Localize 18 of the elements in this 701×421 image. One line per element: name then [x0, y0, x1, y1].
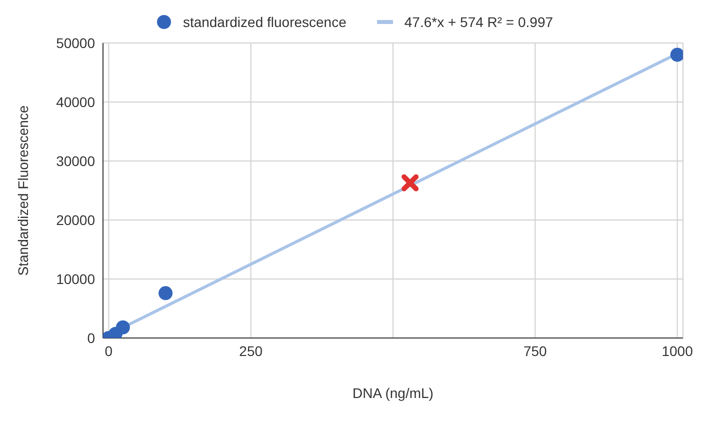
y-tick-label: 30000 — [56, 152, 96, 169]
x-axis-title: DNA (ng/mL) — [352, 385, 434, 401]
y-tick-label: 0 — [87, 330, 96, 346]
x-tick-label: 250 — [239, 342, 263, 359]
y-tick-label: 20000 — [56, 212, 96, 228]
point — [670, 48, 683, 62]
y-tick-label: 10000 — [56, 270, 96, 287]
point — [402, 174, 419, 192]
x-tick-label: 1000 — [662, 342, 694, 359]
y-tick-label: 50000 — [56, 34, 96, 51]
x-tick-label: 0 — [104, 342, 113, 359]
point — [116, 320, 130, 334]
x-tick-label: 750 — [523, 342, 548, 359]
y-tick-label: 40000 — [56, 94, 96, 110]
point — [158, 286, 173, 300]
y-axis-title: Standardized Fluorescence — [14, 105, 31, 276]
legend-label: standardized fluorescence — [182, 14, 346, 30]
legend-label: 47.6*x + 574 R² = 0.997 — [404, 14, 554, 30]
